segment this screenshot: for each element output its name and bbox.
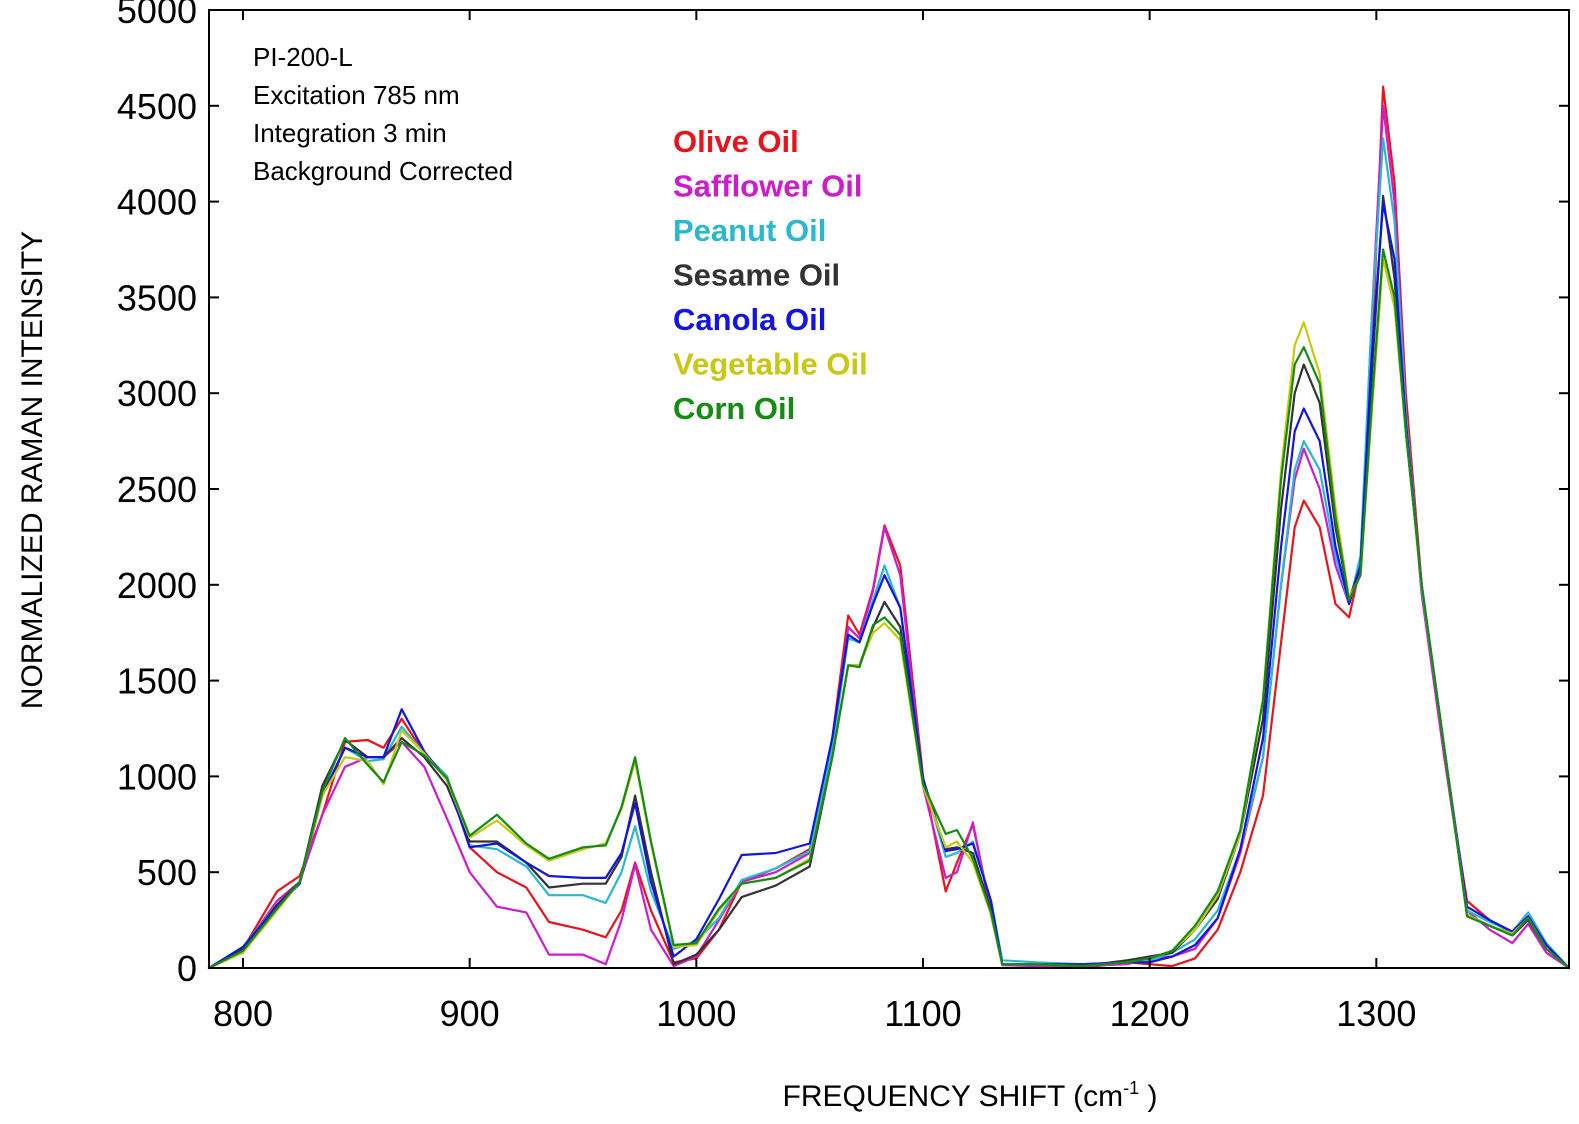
legend-entry-safflower-oil: Safflower Oil (673, 169, 862, 204)
y-tick-label: 5000 (117, 0, 197, 31)
y-tick-label: 3000 (117, 373, 197, 414)
legend-entry-sesame-oil: Sesame Oil (673, 258, 840, 293)
y-tick-label: 0 (177, 948, 197, 989)
annotation-line-3: Integration 3 min (253, 118, 447, 148)
legend-entry-vegetable-oil: Vegetable Oil (673, 347, 868, 382)
x-tick-label: 1300 (1336, 993, 1416, 1034)
y-tick-label: 4500 (117, 86, 197, 127)
x-tick-label: 900 (440, 993, 500, 1034)
annotation-line-1: PI-200-L (253, 42, 353, 72)
x-tick-label: 1100 (884, 993, 961, 1034)
series-line-canola-oil (207, 202, 1571, 970)
y-tick-label: 4000 (117, 182, 197, 223)
legend-entry-canola-oil: Canola Oil (673, 302, 826, 337)
legend-entry-peanut-oil: Peanut Oil (673, 213, 826, 248)
y-axis-title: NORMALIZED RAMAN INTENSITY (16, 231, 49, 709)
legend-entry-corn-oil: Corn Oil (673, 391, 795, 426)
y-tick-label: 1000 (117, 756, 197, 797)
annotation-line-2: Excitation 785 nm (253, 80, 460, 110)
annotation-block: PI-200-L Excitation 785 nm Integration 3… (253, 42, 513, 186)
x-axis-title-main: FREQUENCY SHIFT (cm (783, 1080, 1124, 1113)
legend-entry-olive-oil: Olive Oil (673, 124, 799, 159)
series-line-peanut-oil (207, 137, 1571, 970)
x-tick-label: 1000 (656, 993, 736, 1034)
legend: Olive Oil Safflower Oil Peanut Oil Sesame O… (673, 124, 868, 426)
x-tick-label: 800 (213, 993, 273, 1034)
y-tick-label: 2500 (117, 469, 197, 510)
series-line-sesame-oil (207, 194, 1571, 970)
x-axis-title-superscript: -1 (1123, 1078, 1139, 1098)
x-axis-title: FREQUENCY SHIFT (cm-1 ) (783, 1078, 1158, 1113)
y-tick-labels: 0 500 1000 1500 2000 2500 3000 3500 4000 4500 5000 (117, 0, 197, 989)
y-tick-label: 3500 (117, 277, 197, 318)
x-axis-title-tail: ) (1139, 1080, 1157, 1113)
series-line-corn-oil (207, 248, 1571, 970)
x-tick-label: 1200 (1110, 993, 1190, 1034)
y-tick-label: 1500 (117, 661, 197, 702)
y-tick-label: 2000 (117, 565, 197, 606)
annotation-line-4: Background Corrected (253, 156, 513, 186)
axis-ticks (209, 9, 1569, 969)
y-tick-label: 500 (137, 852, 197, 893)
series-line-olive-oil (207, 85, 1571, 970)
x-tick-labels: 800 900 1000 1100 1200 1300 (213, 993, 1416, 1034)
series-lines (207, 85, 1571, 970)
series-line-vegetable-oil (207, 258, 1571, 970)
